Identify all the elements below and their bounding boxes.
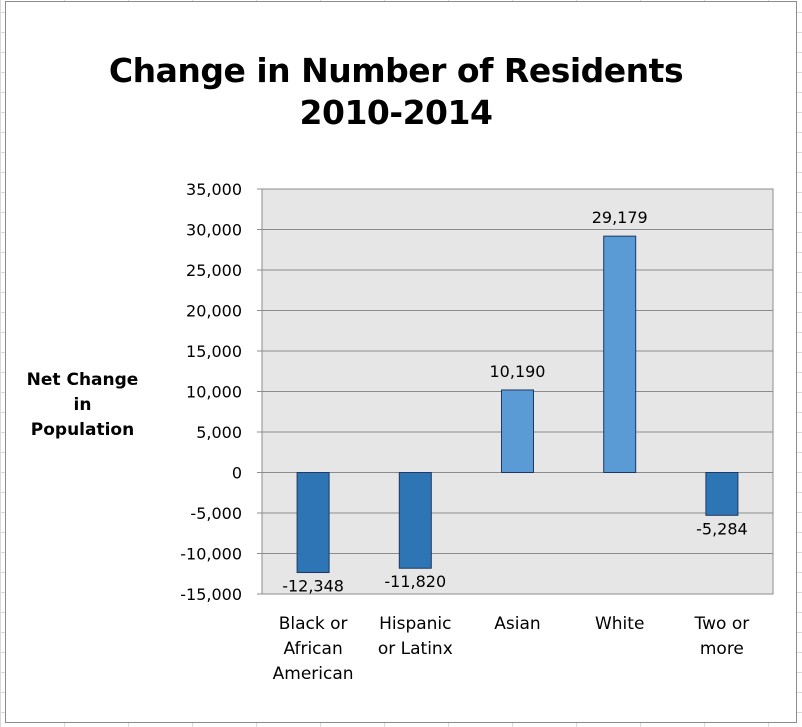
- bar: [501, 389, 534, 473]
- chart-title-line-1: Change in Number of Residents: [108, 51, 684, 90]
- x-category-label: Black or African American: [261, 612, 365, 687]
- data-labels: -12,348 -11,820 10,190 29,179 -5,284: [282, 208, 747, 595]
- y-axis-label-line-1: Net Change: [26, 370, 139, 390]
- x-category-label-line: more: [699, 639, 744, 659]
- x-category-label: Asian: [466, 612, 570, 637]
- y-tick-label: 30,000: [186, 221, 242, 240]
- x-category-label-line: Asian: [494, 614, 541, 634]
- data-label: -12,348: [282, 577, 344, 596]
- data-label: -11,820: [384, 572, 446, 591]
- y-tick-label: 25,000: [186, 261, 242, 280]
- bars: [296, 235, 739, 574]
- x-category-label: Two or more: [670, 612, 774, 662]
- x-category-label-line: American: [272, 664, 354, 684]
- x-category-label-line: African: [283, 639, 343, 659]
- data-label: 10,190: [490, 362, 546, 381]
- bar: [603, 235, 637, 473]
- y-tick-label: 5,000: [196, 423, 242, 442]
- y-axis-label: Net Change in Population: [20, 368, 145, 443]
- y-tick-label: -15,000: [180, 585, 242, 604]
- chart-title-line-2: 2010-2014: [299, 93, 493, 132]
- x-category-label-line: Black or: [278, 614, 348, 634]
- bar: [398, 472, 432, 569]
- y-tick-label: 0: [232, 464, 242, 483]
- x-category-label-line: or Latinx: [377, 639, 453, 659]
- x-category-label-line: Hispanic: [379, 614, 452, 634]
- y-tick-label: 15,000: [186, 342, 242, 361]
- x-category-label-line: Two or: [694, 614, 750, 634]
- y-tick-label: -5,000: [190, 504, 242, 523]
- y-tick-label: 20,000: [186, 302, 242, 321]
- y-axis-label-line-2: in Population: [30, 395, 135, 440]
- x-category-label: White: [568, 612, 672, 637]
- x-category-label: Hispanic or Latinx: [363, 612, 467, 662]
- y-axis-ticks: 35,000 30,000 25,000 20,000 15,000 10,000 5,00…: [180, 180, 242, 604]
- data-label: 29,179: [592, 208, 648, 227]
- y-tick-label: -10,000: [180, 545, 242, 564]
- y-tick-label: 35,000: [186, 180, 242, 199]
- y-tick-label: 10,000: [186, 383, 242, 402]
- bar: [296, 472, 330, 574]
- data-label: -5,284: [696, 519, 748, 538]
- x-category-label-line: White: [594, 614, 645, 634]
- chart-title: Change in Number of Residents 2010-2014: [0, 50, 792, 134]
- bar: [705, 472, 739, 516]
